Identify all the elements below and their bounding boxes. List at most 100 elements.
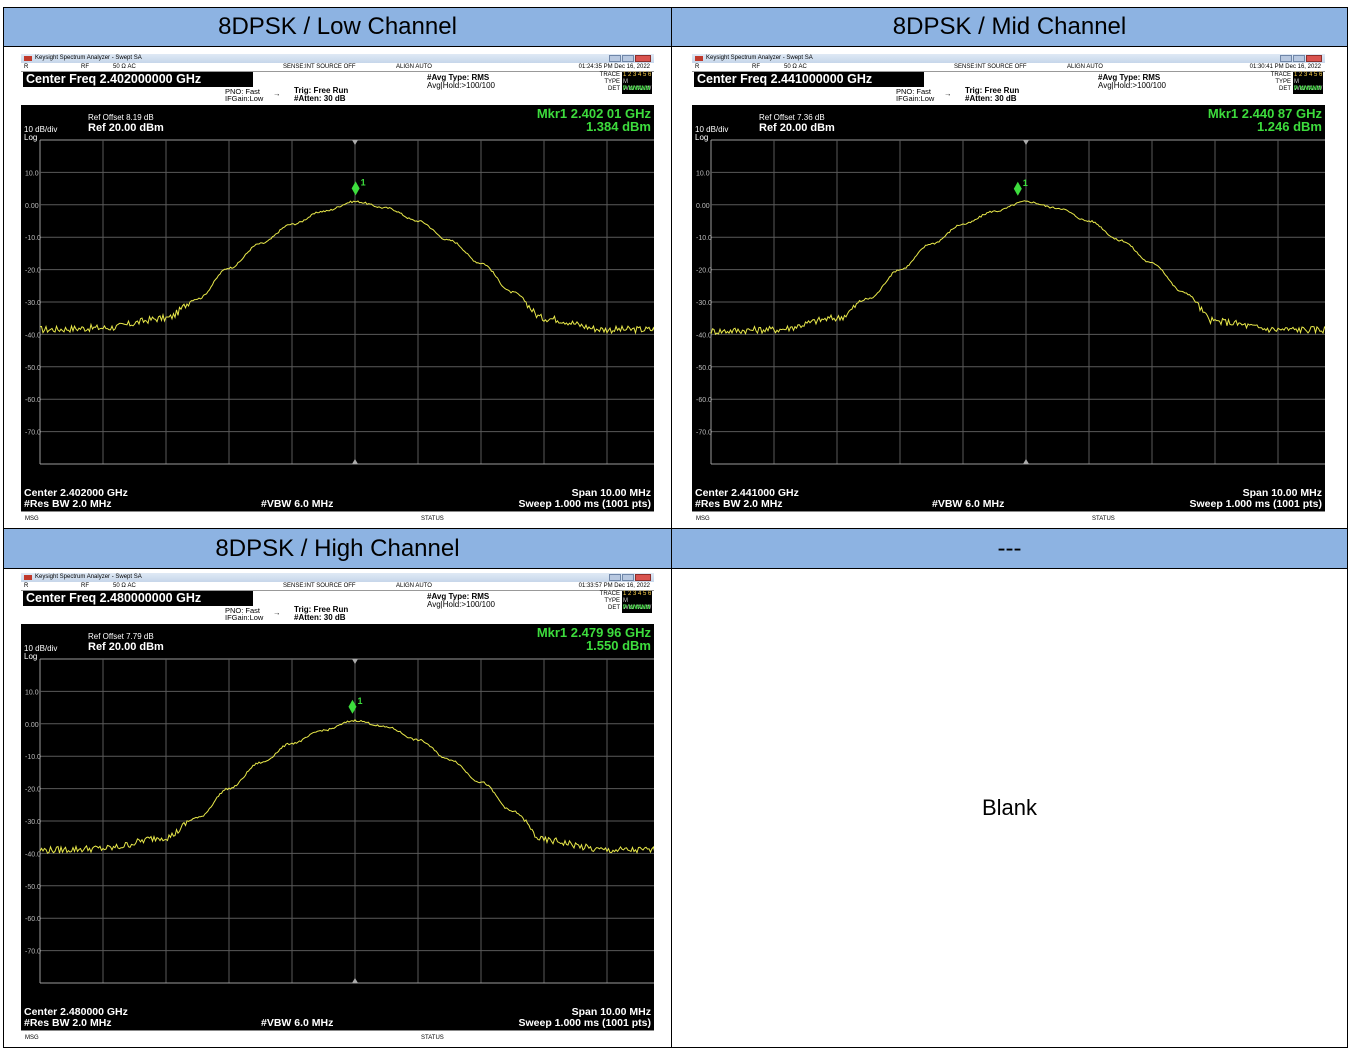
ref-level: Ref 20.00 dBm xyxy=(88,641,164,653)
avg-hold-label: Avg|Hold:>100/100 xyxy=(1098,81,1166,90)
avg-type-label: #Avg Type: RMS xyxy=(427,73,490,82)
trace-label: TRACE xyxy=(599,72,620,78)
arrow-icon: → xyxy=(273,89,281,98)
center-tick xyxy=(352,140,358,145)
log-label: Log xyxy=(695,133,709,142)
arrow-icon: → xyxy=(273,608,281,617)
status-bar: MSG STATUS xyxy=(692,511,1325,526)
center-frequency: Center 2.402000 GHz xyxy=(24,487,128,499)
type-label: TYPE xyxy=(1275,79,1291,85)
settings-bar: R RF 50 Ω AC SENSE:INT SOURCE OFF ALIGN … xyxy=(21,582,654,624)
impedance-label: 50 Ω AC xyxy=(784,64,807,70)
trig-label: Trig: Free Run xyxy=(294,86,349,95)
ref-offset: Ref Offset 7.36 dB xyxy=(759,113,825,122)
timestamp: 01:30:41 PM Dec 16, 2022 xyxy=(1249,64,1321,70)
timestamp: 01:24:35 PM Dec 16, 2022 xyxy=(578,64,650,70)
minimize-button[interactable] xyxy=(609,574,621,581)
trace-values: 1 2 3 4 5 6 xyxy=(1294,72,1323,78)
center-freq-title[interactable]: Center Freq 2.402000000 GHz xyxy=(23,72,253,87)
close-button[interactable] xyxy=(635,574,651,581)
marker-number: 1 xyxy=(1023,178,1028,188)
analyzer-screen: Ref Offset 7.36 dB 10 dB/div Log Ref 20.… xyxy=(692,105,1325,512)
maximize-button[interactable] xyxy=(1293,55,1305,62)
res-bw: #Res BW 2.0 MHz xyxy=(695,498,783,510)
res-bw: #Res BW 2.0 MHz xyxy=(24,498,112,510)
window-titlebar: Keysight Spectrum Analyzer - Swept SA xyxy=(21,573,654,582)
analyzer-screen: Ref Offset 8.19 dB 10 dB/div Log Ref 20.… xyxy=(21,105,654,512)
type-label: TYPE xyxy=(604,79,620,85)
marker-frequency: Mkr1 2.440 87 GHz xyxy=(1207,106,1322,121)
center-tick xyxy=(352,459,358,464)
center-freq-title[interactable]: Center Freq 2.480000000 GHz xyxy=(23,591,253,606)
scale-label: 10 dB/div xyxy=(24,125,58,134)
close-button[interactable] xyxy=(1306,55,1322,62)
msg-label: MSG xyxy=(25,516,39,522)
app-icon xyxy=(24,575,32,580)
center-frequency: Center 2.441000 GHz xyxy=(695,487,799,499)
pno-label: PNO: Fast xyxy=(225,87,261,96)
y-tick-label: 10.0 xyxy=(25,689,39,696)
center-tick xyxy=(1023,459,1029,464)
spectrum-analyzer-low: Keysight Spectrum Analyzer - Swept SA R … xyxy=(21,54,654,526)
log-label: Log xyxy=(24,652,38,661)
trace-status-box: 1 2 3 4 5 6 M WWWWW P NNNNN xyxy=(1293,72,1323,94)
trace-values: 1 2 3 4 5 6 xyxy=(623,591,652,597)
sense-label: SENSE:INT SOURCE OFF xyxy=(283,64,356,70)
header-blank: --- xyxy=(671,528,1348,569)
y-tick-label: 10.0 xyxy=(25,170,39,177)
trace-label: TRACE xyxy=(1270,72,1291,78)
y-tick-label: -40.0 xyxy=(25,851,41,858)
center-tick xyxy=(352,659,358,664)
spectrum-analyzer-mid: Keysight Spectrum Analyzer - Swept SA R … xyxy=(692,54,1325,526)
timestamp: 01:33:57 PM Dec 16, 2022 xyxy=(578,583,650,589)
marker-diamond-icon xyxy=(1013,181,1022,196)
center-tick xyxy=(1023,140,1029,145)
ifgain-label: IFGain:Low xyxy=(896,94,935,103)
vbw: #VBW 6.0 MHz xyxy=(932,498,1005,510)
y-tick-label: 10.0 xyxy=(696,170,710,177)
center-freq-title[interactable]: Center Freq 2.441000000 GHz xyxy=(694,72,924,87)
det-label: DET xyxy=(608,605,620,611)
y-tick-label: 0.00 xyxy=(25,203,39,210)
y-tick-label: -40.0 xyxy=(696,332,712,339)
msg-label: MSG xyxy=(25,1035,39,1041)
avg-hold-label: Avg|Hold:>100/100 xyxy=(427,81,495,90)
y-tick-label: -50.0 xyxy=(25,884,41,891)
sweep: Sweep 1.000 ms (1001 pts) xyxy=(518,498,652,510)
y-tick-label: -70.0 xyxy=(696,430,712,437)
rf-label: RF xyxy=(81,64,89,70)
trace-line xyxy=(39,200,654,335)
y-tick-label: -10.0 xyxy=(25,754,41,761)
maximize-button[interactable] xyxy=(622,55,634,62)
window-controls xyxy=(609,55,651,62)
avg-hold-label: Avg|Hold:>100/100 xyxy=(427,600,495,609)
center-frequency: Center 2.480000 GHz xyxy=(24,1006,128,1018)
center-tick xyxy=(352,978,358,983)
span: Span 10.00 MHz xyxy=(1242,487,1322,499)
marker-diamond-icon xyxy=(348,699,357,714)
sweep: Sweep 1.000 ms (1001 pts) xyxy=(518,1017,652,1029)
msg-label: MSG xyxy=(696,516,710,522)
ref-offset: Ref Offset 7.79 dB xyxy=(88,632,154,641)
type-values: M WWWWW xyxy=(1294,79,1323,92)
y-tick-label: -50.0 xyxy=(25,365,41,372)
det-values: P NNNNN xyxy=(623,605,651,611)
y-tick-label: -70.0 xyxy=(25,430,41,437)
maximize-button[interactable] xyxy=(622,574,634,581)
settings-bar: R RF 50 Ω AC SENSE:INT SOURCE OFF ALIGN … xyxy=(692,63,1325,105)
y-tick-label: -50.0 xyxy=(696,365,712,372)
minimize-button[interactable] xyxy=(1280,55,1292,62)
sweep: Sweep 1.000 ms (1001 pts) xyxy=(1189,498,1323,510)
align-label: ALIGN AUTO xyxy=(1067,64,1103,70)
minimize-button[interactable] xyxy=(609,55,621,62)
marker-number: 1 xyxy=(357,696,362,706)
marker-frequency: Mkr1 2.402 01 GHz xyxy=(536,106,651,121)
y-tick-label: -30.0 xyxy=(696,300,712,307)
blank-text: Blank xyxy=(981,795,1038,820)
rf-label: RF xyxy=(81,583,89,589)
pno-label: PNO: Fast xyxy=(225,606,261,615)
y-tick-label: -20.0 xyxy=(696,268,712,275)
close-button[interactable] xyxy=(635,55,651,62)
y-tick-label: -10.0 xyxy=(25,235,41,242)
trace-status-box: 1 2 3 4 5 6 M WWWWW P NNNNN xyxy=(622,591,652,613)
